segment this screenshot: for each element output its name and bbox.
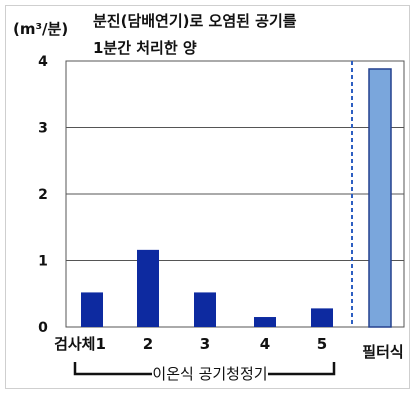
grid-lines <box>65 60 405 328</box>
bar-6 <box>368 68 392 328</box>
group-label: 이온식 공기청정기 <box>152 365 267 383</box>
x-tick-label: 4 <box>260 335 270 353</box>
bar-5 <box>311 308 333 327</box>
chart-title: 분진(담배연기)로 오염된 공기를 <box>93 12 297 30</box>
y-tick-label: 1 <box>38 254 48 270</box>
y-tick-label: 0 <box>38 320 48 336</box>
x-tick-label: 3 <box>200 335 210 353</box>
x-tick-label: 필터식 <box>362 343 403 361</box>
x-tick-label: 검사체1 <box>54 335 106 353</box>
y-axis-label: (m³/분) <box>13 20 68 38</box>
y-tick-label: 4 <box>38 54 48 70</box>
y-tick-label: 3 <box>38 121 48 137</box>
bar-2 <box>137 249 159 327</box>
chart-subtitle: 1분간 처리한 양 <box>93 39 197 57</box>
y-tick-label: 2 <box>38 187 48 203</box>
bar-3 <box>194 292 216 327</box>
y-tick-labels: 0 1 2 3 4 <box>38 54 48 336</box>
x-tick-label: 2 <box>143 335 153 353</box>
bar-4 <box>254 317 276 327</box>
bars <box>81 68 392 328</box>
group-label-bg <box>152 363 268 383</box>
x-tick-label: 5 <box>317 335 327 353</box>
bar-1 <box>81 292 103 327</box>
x-tick-labels: 검사체1 2 3 4 5 필터식 <box>54 335 404 361</box>
plot-border <box>65 60 405 328</box>
